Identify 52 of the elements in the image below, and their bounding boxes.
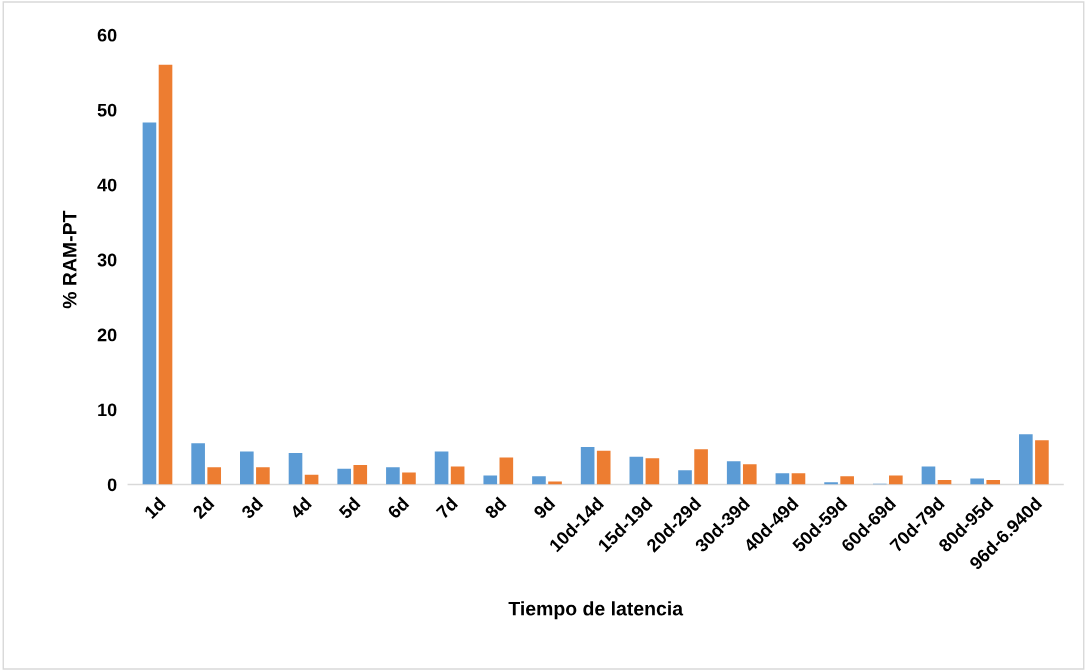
bar xyxy=(678,470,692,485)
bar xyxy=(1035,440,1049,485)
bar xyxy=(402,472,416,485)
bar xyxy=(596,450,611,485)
bar xyxy=(986,479,1001,485)
y-tick-label: 0 xyxy=(107,478,117,492)
bar xyxy=(726,461,741,485)
x-tick-label: 7d xyxy=(435,496,459,520)
bar xyxy=(742,464,757,485)
bar xyxy=(337,468,352,485)
bar xyxy=(921,466,936,485)
bar xyxy=(142,122,157,485)
x-tick-label: 5d xyxy=(337,496,361,520)
y-tick-label: 30 xyxy=(97,253,117,267)
x-tick-label: 8d xyxy=(483,496,507,520)
bar xyxy=(450,466,465,485)
bar xyxy=(824,482,838,485)
bar xyxy=(288,452,303,485)
bar xyxy=(483,475,498,485)
bar xyxy=(840,476,854,485)
bar xyxy=(694,449,708,485)
bar xyxy=(645,458,660,485)
bar xyxy=(240,451,254,485)
bar xyxy=(580,447,595,485)
x-tick-label: 3d xyxy=(240,496,264,520)
y-tick-label: 10 xyxy=(98,403,117,417)
bar xyxy=(207,467,222,485)
bar xyxy=(499,457,514,485)
x-tick-label: 6d xyxy=(386,496,410,520)
bar xyxy=(970,478,984,485)
y-tick-label: 40 xyxy=(97,178,117,192)
bar xyxy=(775,473,790,485)
bar xyxy=(353,464,368,485)
bar xyxy=(434,451,449,485)
y-tick-label: 60 xyxy=(97,28,117,42)
bar xyxy=(256,467,270,485)
bar xyxy=(791,473,806,485)
x-tick-label: 4d xyxy=(288,496,313,520)
bar xyxy=(532,476,546,485)
x-tick-label: 2d xyxy=(191,496,215,520)
y-axis-title: % RAM-PT xyxy=(62,210,77,309)
bar xyxy=(1019,434,1033,485)
bar xyxy=(191,443,205,485)
x-tick-label: 1d xyxy=(143,496,167,520)
bar xyxy=(629,456,644,485)
bar xyxy=(889,475,903,485)
bar xyxy=(386,467,400,485)
y-tick-label: 20 xyxy=(97,328,117,342)
y-tick-label: 50 xyxy=(97,103,117,117)
x-axis-title: Tiempo de latencia xyxy=(508,601,684,620)
bar xyxy=(548,481,562,485)
bar xyxy=(158,64,173,485)
